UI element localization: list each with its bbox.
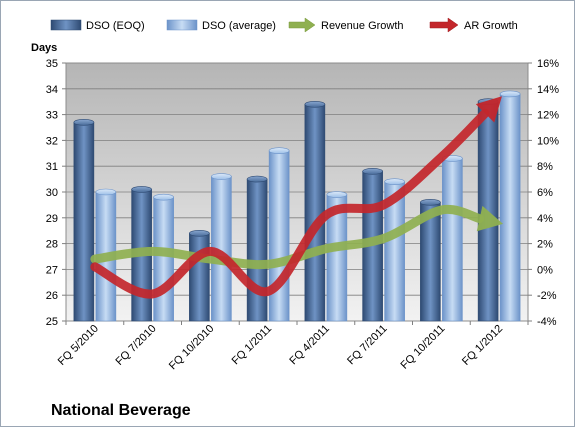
y-tick-label: 27 [46,264,58,276]
y-tick-label: 30 [46,187,58,199]
line-ar-growth [90,108,490,299]
y-tick-label: 33 [46,110,58,122]
y2-tick-label: -4% [537,316,557,328]
bar-top-dso-average [499,90,521,98]
bar-dso-eoq [246,178,268,322]
bar-top-dso-average [211,173,232,180]
y-axis-title: Days [31,42,57,54]
arrowhead-ar-growth [475,96,502,123]
x-tick-label: FQ 5/2010 [56,323,101,368]
legend-label-revenue-growth: Revenue Growth [321,20,404,32]
legend-item-revenue-growth: Revenue Growth [288,17,404,33]
bar-top-dso-eoq [362,168,383,175]
y-tick-label: 29 [46,213,58,225]
legend-item-dso-average: DSO (average) [166,19,276,32]
bar-top-dso-eoq [189,229,210,237]
bar-series [73,90,521,322]
bar-top-dso-eoq [304,100,326,108]
bar-dso-average [153,196,174,322]
y-tick-label: 32 [46,135,58,147]
y2-tick-label: 10% [537,135,559,147]
legend-item-dso-eoq: DSO (EOQ) [50,19,145,32]
arrowhead-revenue-growth [476,205,504,232]
y-tick-label: 35 [46,58,58,70]
bar-dso-average [499,93,521,322]
bar-top-dso-eoq [246,175,268,183]
legend-label-dso-average: DSO (average) [202,20,276,32]
bar-dso-average [268,150,290,322]
x-tick-label: FQ 10/2011 [399,323,448,372]
x-tick-label: FQ 1/2011 [230,323,275,368]
y2-tick-label: 12% [537,110,559,122]
x-tick-label: FQ 4/2011 [287,323,332,368]
legend-arrow-revenue-growth [288,17,316,33]
y-tick-label: 25 [46,316,58,328]
company-name: National Beverage [51,402,191,419]
category-axis-ticks: FQ 5/2010 FQ 7/2010 FQ 10/2010 FQ 1/2011 FQ … [56,321,529,373]
legend: DSO (EOQ) DSO (average) Revenue Growth A… [50,17,518,33]
bar-dso-eoq [304,103,326,322]
bar-dso-eoq [73,122,95,322]
right-axis-ticks: 16% 14% 12% 10% 8% 6% 4% 2% 0% -2% -4% [528,58,559,328]
y-tick-label: 26 [46,290,58,302]
bar-dso-eoq [189,232,210,322]
bar-top-dso-average [326,191,348,198]
y2-tick-label: 4% [537,213,553,225]
legend-swatch-dso-eoq [50,19,82,31]
legend-swatch-dso-average [166,19,198,31]
bar-top-dso-average [384,178,405,185]
y-tick-label: 28 [46,239,58,251]
legend-label-dso-eoq: DSO (EOQ) [86,20,145,32]
y2-tick-label: 6% [537,187,553,199]
bar-top-dso-average [153,193,174,201]
y2-tick-label: 16% [537,58,559,70]
y2-tick-label: 14% [537,84,559,96]
x-tick-label: FQ 10/2010 [167,323,217,373]
y2-tick-label: -2% [537,290,557,302]
legend-label-ar-growth: AR Growth [464,20,518,32]
y-tick-label: 34 [46,84,58,96]
x-tick-label: FQ 1/2012 [460,323,505,368]
y2-tick-label: 8% [537,161,553,173]
bar-dso-average [442,158,463,322]
growth-lines [90,96,504,299]
x-tick-label: FQ 7/2011 [345,323,390,368]
y2-tick-label: 0% [537,264,553,276]
bar-top-dso-average [95,188,117,196]
x-tick-label: FQ 7/2010 [114,323,159,368]
bar-top-dso-eoq [73,119,95,126]
legend-item-ar-growth: AR Growth [429,17,518,33]
y2-tick-label: 2% [537,239,553,251]
legend-arrow-ar-growth [429,17,459,33]
bar-top-dso-average [268,147,290,155]
left-axis-ticks: 35 34 33 32 31 30 29 28 27 26 25 [46,58,66,328]
bar-top-dso-eoq [420,199,441,206]
bar-top-dso-eoq [131,186,152,193]
y-tick-label: 31 [46,161,58,173]
